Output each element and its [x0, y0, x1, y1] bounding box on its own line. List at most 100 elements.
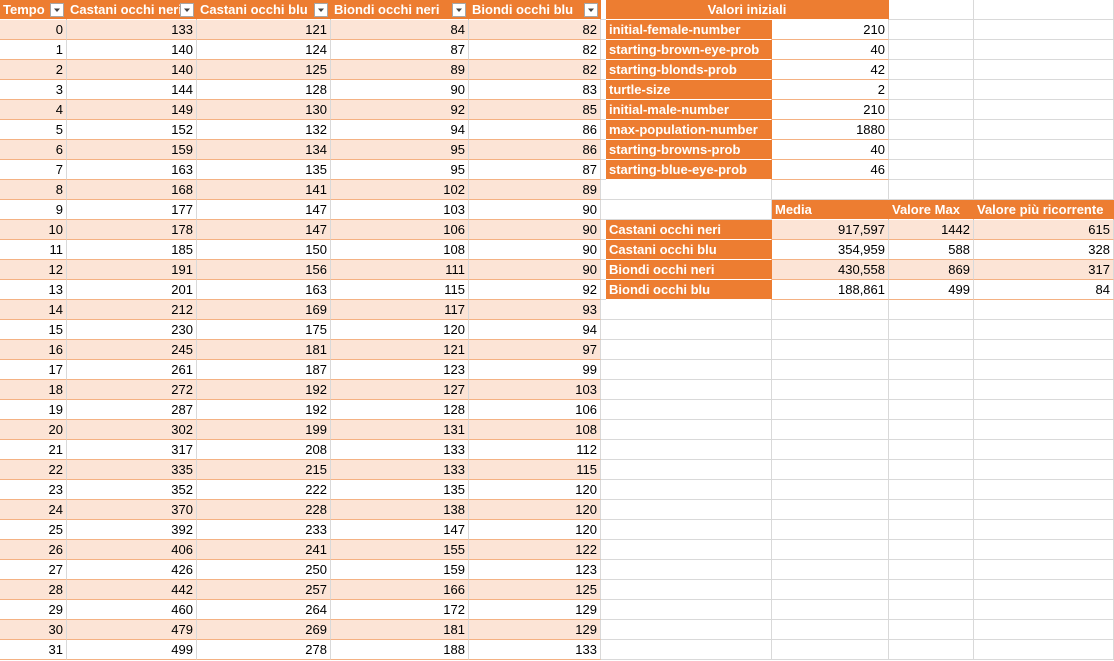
- table-cell[interactable]: 185: [67, 240, 197, 260]
- table-cell[interactable]: 94: [469, 320, 601, 340]
- table-cell[interactable]: 27: [0, 560, 67, 580]
- grid-cell[interactable]: [974, 140, 1114, 160]
- table-cell[interactable]: 201: [67, 280, 197, 300]
- stats-header[interactable]: Valore Max: [889, 200, 974, 220]
- filter-dropdown-button[interactable]: [50, 3, 64, 17]
- filter-dropdown-button[interactable]: [180, 3, 194, 17]
- table-cell[interactable]: 103: [331, 200, 469, 220]
- stats-header[interactable]: Media: [772, 200, 889, 220]
- table-cell[interactable]: 106: [469, 400, 601, 420]
- grid-cell[interactable]: [889, 100, 974, 120]
- grid-cell[interactable]: [889, 380, 974, 400]
- table-cell[interactable]: 135: [197, 160, 331, 180]
- grid-cell[interactable]: [772, 560, 889, 580]
- grid-cell[interactable]: [606, 300, 772, 320]
- stats-value[interactable]: 188,861: [772, 280, 889, 300]
- grid-cell[interactable]: [606, 340, 772, 360]
- table-cell[interactable]: 191: [67, 260, 197, 280]
- grid-cell[interactable]: [889, 520, 974, 540]
- table-cell[interactable]: 147: [197, 220, 331, 240]
- grid-cell[interactable]: [974, 480, 1114, 500]
- table-cell[interactable]: 2: [0, 60, 67, 80]
- grid-cell[interactable]: [772, 440, 889, 460]
- table-cell[interactable]: 112: [469, 440, 601, 460]
- stats-value[interactable]: 499: [889, 280, 974, 300]
- table-cell[interactable]: 23: [0, 480, 67, 500]
- table-cell[interactable]: 120: [469, 480, 601, 500]
- table-cell[interactable]: 168: [67, 180, 197, 200]
- table-cell[interactable]: 135: [331, 480, 469, 500]
- grid-cell[interactable]: [889, 180, 974, 200]
- parameter-label[interactable]: max-population-number: [606, 120, 772, 140]
- grid-cell[interactable]: [974, 420, 1114, 440]
- table-cell[interactable]: 90: [469, 240, 601, 260]
- initial-values-title[interactable]: Valori iniziali: [606, 0, 889, 20]
- grid-cell[interactable]: [889, 580, 974, 600]
- grid-cell[interactable]: [974, 640, 1114, 660]
- grid-cell[interactable]: [606, 420, 772, 440]
- parameter-label[interactable]: initial-female-number: [606, 20, 772, 40]
- table-cell[interactable]: 82: [469, 40, 601, 60]
- grid-cell[interactable]: [889, 480, 974, 500]
- table-cell[interactable]: 187: [197, 360, 331, 380]
- table-cell[interactable]: 181: [331, 620, 469, 640]
- table-cell[interactable]: 108: [469, 420, 601, 440]
- table-cell[interactable]: 84: [331, 20, 469, 40]
- table-cell[interactable]: 141: [197, 180, 331, 200]
- table-cell[interactable]: 261: [67, 360, 197, 380]
- table-cell[interactable]: 250: [197, 560, 331, 580]
- stats-value[interactable]: 1442: [889, 220, 974, 240]
- grid-cell[interactable]: [889, 0, 974, 20]
- table-cell[interactable]: 140: [67, 60, 197, 80]
- stats-value[interactable]: 869: [889, 260, 974, 280]
- grid-cell[interactable]: [606, 640, 772, 660]
- table-cell[interactable]: 188: [331, 640, 469, 660]
- column-header[interactable]: Castani occhi neri: [67, 0, 197, 20]
- grid-cell[interactable]: [772, 460, 889, 480]
- table-cell[interactable]: 17: [0, 360, 67, 380]
- column-header[interactable]: Biondi occhi neri: [331, 0, 469, 20]
- table-cell[interactable]: 102: [331, 180, 469, 200]
- grid-cell[interactable]: [889, 300, 974, 320]
- parameter-value[interactable]: 210: [772, 20, 889, 40]
- table-cell[interactable]: 131: [331, 420, 469, 440]
- grid-cell[interactable]: [889, 160, 974, 180]
- table-cell[interactable]: 163: [197, 280, 331, 300]
- parameter-value[interactable]: 42: [772, 60, 889, 80]
- grid-cell[interactable]: [974, 600, 1114, 620]
- table-cell[interactable]: 11: [0, 240, 67, 260]
- parameter-value[interactable]: 40: [772, 40, 889, 60]
- table-cell[interactable]: 108: [331, 240, 469, 260]
- table-cell[interactable]: 175: [197, 320, 331, 340]
- grid-cell[interactable]: [889, 40, 974, 60]
- table-cell[interactable]: 9: [0, 200, 67, 220]
- grid-cell[interactable]: [974, 540, 1114, 560]
- grid-cell[interactable]: [889, 420, 974, 440]
- grid-cell[interactable]: [772, 500, 889, 520]
- grid-cell[interactable]: [974, 20, 1114, 40]
- table-cell[interactable]: 29: [0, 600, 67, 620]
- table-cell[interactable]: 178: [67, 220, 197, 240]
- table-cell[interactable]: 241: [197, 540, 331, 560]
- table-cell[interactable]: 20: [0, 420, 67, 440]
- table-cell[interactable]: 14: [0, 300, 67, 320]
- table-cell[interactable]: 222: [197, 480, 331, 500]
- table-cell[interactable]: 89: [469, 180, 601, 200]
- table-cell[interactable]: 86: [469, 120, 601, 140]
- grid-cell[interactable]: [974, 460, 1114, 480]
- table-cell[interactable]: 192: [197, 380, 331, 400]
- stats-value[interactable]: 84: [974, 280, 1114, 300]
- grid-cell[interactable]: [606, 480, 772, 500]
- parameter-label[interactable]: starting-browns-prob: [606, 140, 772, 160]
- grid-cell[interactable]: [974, 520, 1114, 540]
- grid-cell[interactable]: [889, 120, 974, 140]
- table-cell[interactable]: 97: [469, 340, 601, 360]
- stats-value[interactable]: 317: [974, 260, 1114, 280]
- table-cell[interactable]: 89: [331, 60, 469, 80]
- grid-cell[interactable]: [974, 60, 1114, 80]
- table-cell[interactable]: 26: [0, 540, 67, 560]
- grid-cell[interactable]: [606, 180, 772, 200]
- table-cell[interactable]: 147: [197, 200, 331, 220]
- table-cell[interactable]: 177: [67, 200, 197, 220]
- table-cell[interactable]: 335: [67, 460, 197, 480]
